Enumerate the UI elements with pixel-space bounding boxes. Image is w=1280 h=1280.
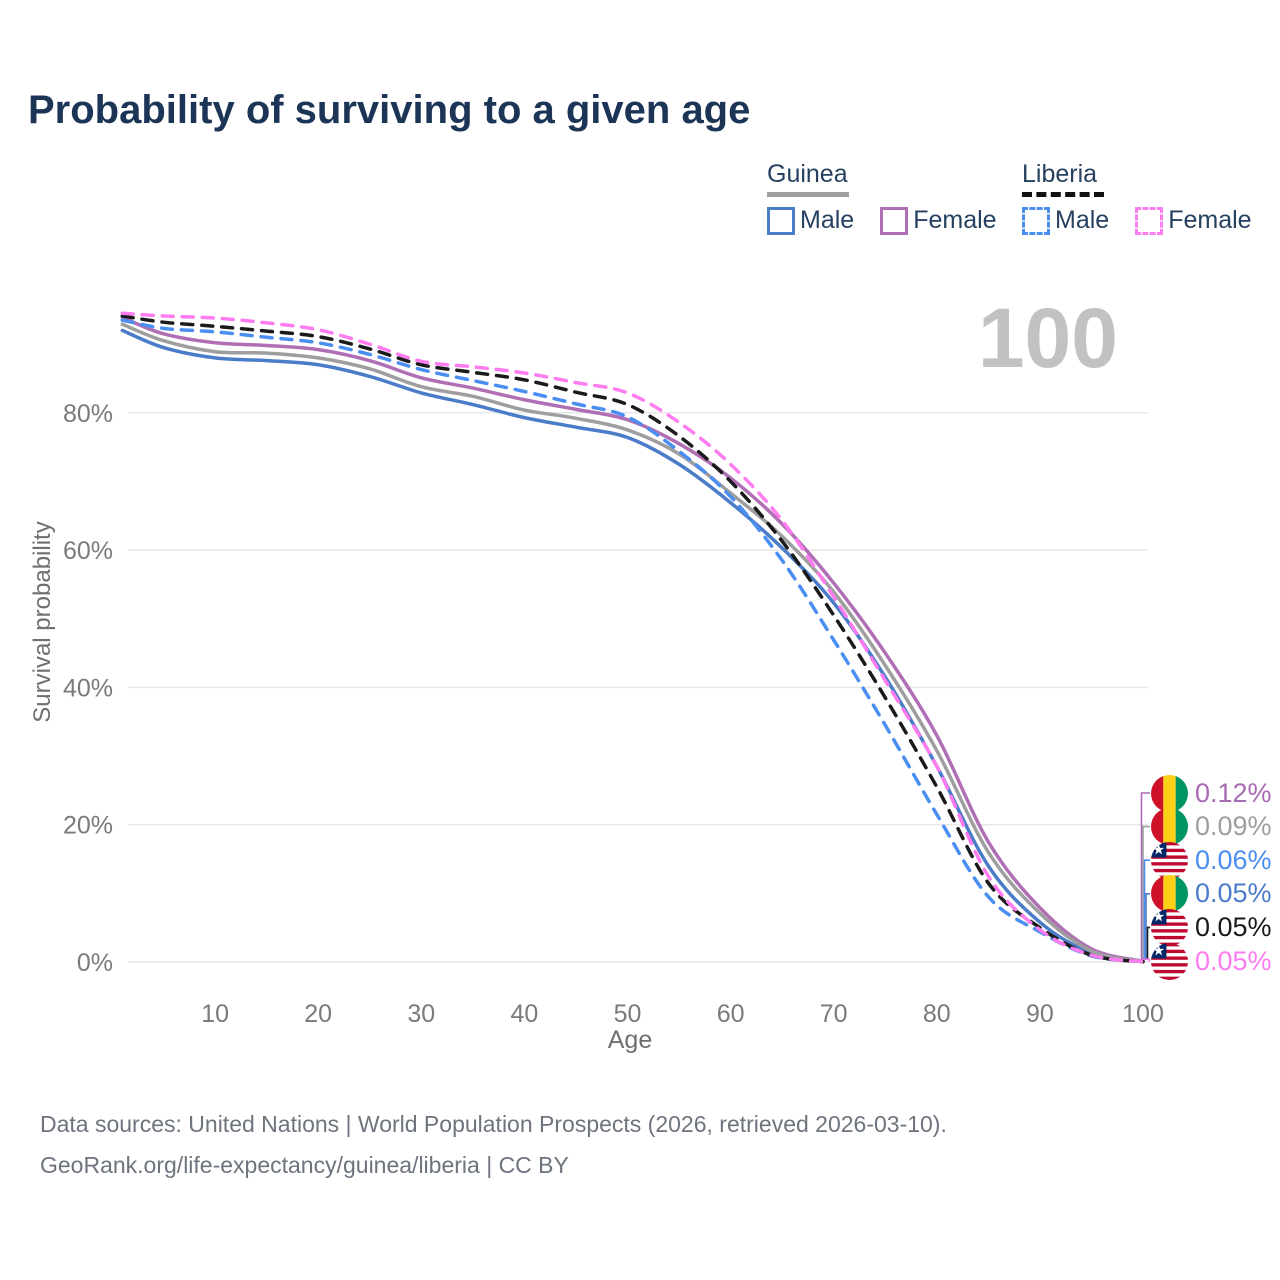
end-label-value: 0.06% bbox=[1195, 844, 1272, 875]
x-tick-label: 50 bbox=[614, 1000, 642, 1028]
legend-item-liberia-male[interactable]: Male bbox=[1022, 206, 1109, 235]
legend-item-liberia-female[interactable]: Female bbox=[1135, 206, 1252, 235]
x-tick-label: 80 bbox=[923, 1000, 951, 1028]
age-indicator-watermark: 100 bbox=[977, 291, 1118, 385]
end-label-value: 0.09% bbox=[1195, 811, 1272, 842]
y-tick-label: 20% bbox=[63, 812, 113, 840]
legend-swatch-icon bbox=[1022, 206, 1050, 235]
end-label-connector bbox=[1141, 958, 1150, 962]
legend-item-guinea-male[interactable]: Male bbox=[767, 206, 854, 235]
x-tick-label: 10 bbox=[201, 1000, 229, 1028]
end-label-liberia-female: 0.05% bbox=[1151, 942, 1272, 980]
liberia-flag-icon bbox=[1151, 942, 1188, 980]
x-tick-label: 90 bbox=[1026, 1000, 1054, 1028]
legend-group-liberia: Liberia Male Female bbox=[1022, 160, 1252, 235]
legend-item-label: Male bbox=[800, 206, 855, 234]
end-label-value: 0.05% bbox=[1195, 945, 1272, 976]
end-label-value: 0.05% bbox=[1195, 911, 1272, 942]
legend-item-guinea-female[interactable]: Female bbox=[880, 206, 997, 235]
legend-linestyle-dashed-sample bbox=[1022, 192, 1104, 197]
x-tick-label: 40 bbox=[510, 1000, 538, 1028]
liberia-flag-icon bbox=[1151, 841, 1188, 879]
series-line-guinea-male[interactable] bbox=[120, 328, 1145, 964]
end-label-liberia-both: 0.05% bbox=[1151, 908, 1272, 946]
legend-item-label: Female bbox=[1168, 206, 1252, 234]
guinea-flag-icon bbox=[1151, 875, 1188, 913]
y-tick-label: 40% bbox=[63, 674, 113, 702]
guinea-flag-icon bbox=[1151, 808, 1188, 846]
legend-group-guinea: Guinea Male Female bbox=[767, 160, 997, 235]
y-tick-label: 60% bbox=[63, 537, 113, 565]
end-label-guinea-male: 0.05% bbox=[1151, 875, 1272, 913]
attribution-line: GeoRank.org/life-expectancy/guinea/liber… bbox=[40, 1152, 569, 1178]
series-line-guinea-female[interactable] bbox=[120, 315, 1145, 963]
legend-country-label: Guinea bbox=[767, 160, 848, 188]
series-line-liberia-both[interactable] bbox=[120, 314, 1145, 964]
legend-linestyle-solid-sample bbox=[767, 192, 849, 197]
legend-country-label: Liberia bbox=[1022, 160, 1098, 188]
legend-swatch-icon bbox=[1135, 206, 1164, 235]
y-axis-title: Survival probability bbox=[29, 521, 56, 723]
guinea-flag-icon bbox=[1151, 774, 1188, 812]
page-title: Probability of surviving to a given age bbox=[28, 88, 751, 132]
x-axis-title: Age bbox=[607, 1026, 653, 1054]
x-tick-label: 100 bbox=[1122, 1000, 1164, 1028]
legend-swatch-icon bbox=[767, 206, 795, 235]
legend-item-label: Female bbox=[913, 206, 997, 234]
x-tick-label: 70 bbox=[820, 1000, 848, 1028]
legend-item-label: Male bbox=[1055, 206, 1110, 234]
end-label-value: 0.12% bbox=[1195, 777, 1272, 808]
end-label-guinea-female: 0.12% bbox=[1151, 774, 1272, 812]
legend-swatch-icon bbox=[880, 206, 909, 235]
series-line-guinea-both[interactable] bbox=[120, 322, 1145, 964]
series-line-liberia-male[interactable] bbox=[120, 318, 1145, 964]
end-label-value: 0.05% bbox=[1195, 878, 1272, 909]
end-label-guinea-both: 0.09% bbox=[1151, 808, 1272, 846]
data-sources-line: Data sources: United Nations | World Pop… bbox=[40, 1111, 947, 1137]
x-tick-label: 20 bbox=[304, 1000, 332, 1028]
y-tick-label: 80% bbox=[63, 400, 113, 428]
x-tick-label: 30 bbox=[407, 1000, 435, 1028]
end-label-liberia-male: 0.06% bbox=[1151, 841, 1272, 879]
y-tick-label: 0% bbox=[77, 949, 113, 977]
liberia-flag-icon bbox=[1151, 908, 1188, 946]
footer: Data sources: United Nations | World Pop… bbox=[40, 1104, 947, 1186]
x-tick-label: 60 bbox=[717, 1000, 745, 1028]
series-line-liberia-female[interactable] bbox=[120, 311, 1145, 964]
